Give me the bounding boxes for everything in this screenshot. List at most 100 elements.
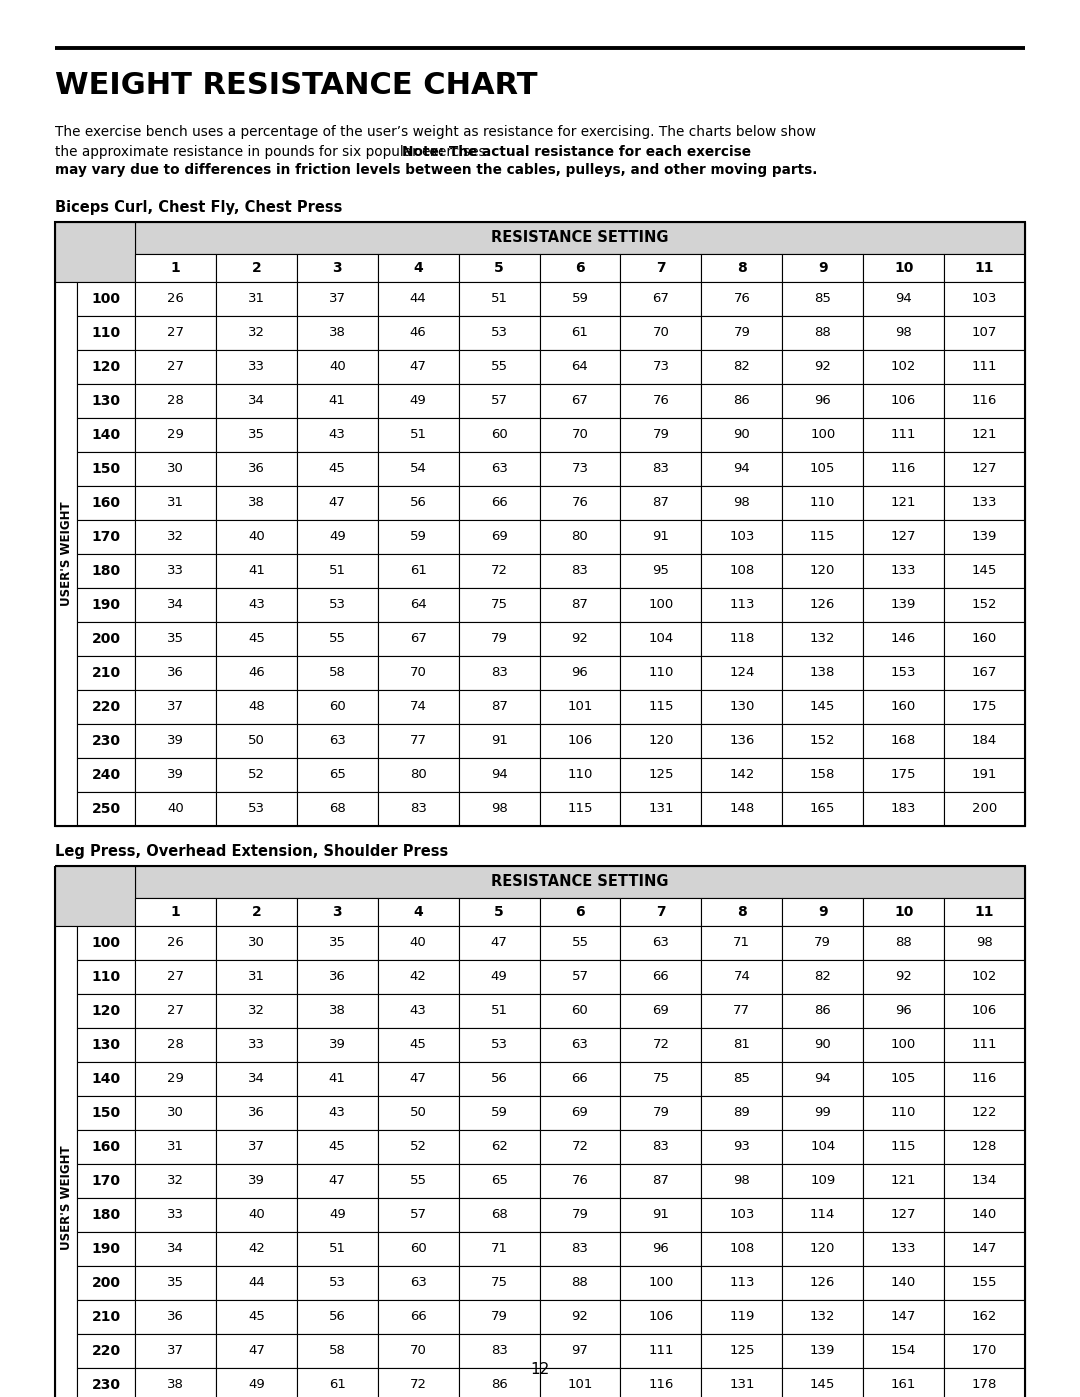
Text: 69: 69	[571, 1106, 589, 1119]
Bar	[540, 926, 620, 960]
Text: 128: 128	[972, 1140, 997, 1154]
Text: 55: 55	[490, 360, 508, 373]
Bar	[216, 1301, 297, 1334]
Bar	[944, 418, 1025, 453]
Text: 120: 120	[92, 360, 121, 374]
Bar	[701, 1301, 782, 1334]
Text: 64: 64	[409, 598, 427, 612]
Text: 35: 35	[167, 633, 184, 645]
Bar	[540, 1130, 620, 1164]
Text: 103: 103	[972, 292, 997, 306]
Bar	[77, 1199, 135, 1232]
Bar	[863, 588, 944, 622]
Bar	[297, 995, 378, 1028]
Text: 170: 170	[92, 529, 121, 543]
Bar	[782, 1028, 863, 1062]
Text: the approximate resistance in pounds for six popular exercises.: the approximate resistance in pounds for…	[55, 145, 495, 159]
Bar	[863, 724, 944, 759]
Text: 3: 3	[333, 905, 342, 919]
Bar	[944, 1097, 1025, 1130]
Text: 39: 39	[328, 1038, 346, 1052]
Text: 33: 33	[167, 564, 184, 577]
Text: 160: 160	[891, 700, 916, 714]
Text: 71: 71	[490, 1242, 508, 1256]
Bar	[540, 1097, 620, 1130]
Bar	[297, 1028, 378, 1062]
Bar	[77, 1301, 135, 1334]
Bar	[55, 222, 1025, 826]
Text: 96: 96	[571, 666, 589, 679]
Bar	[540, 690, 620, 724]
Text: 27: 27	[167, 327, 184, 339]
Bar	[459, 1164, 540, 1199]
Text: 12: 12	[530, 1362, 550, 1377]
Bar	[378, 960, 459, 995]
Text: 92: 92	[571, 1310, 589, 1323]
Text: 116: 116	[891, 462, 916, 475]
Text: 85: 85	[814, 292, 832, 306]
Bar	[135, 995, 216, 1028]
Text: 40: 40	[409, 936, 427, 950]
Bar	[297, 1164, 378, 1199]
Bar	[216, 622, 297, 657]
Bar	[378, 254, 459, 282]
Text: 28: 28	[167, 1038, 184, 1052]
Bar	[944, 995, 1025, 1028]
Bar	[135, 1368, 216, 1397]
Text: 131: 131	[648, 802, 674, 816]
Bar	[297, 690, 378, 724]
Bar	[378, 1130, 459, 1164]
Text: 87: 87	[490, 700, 508, 714]
Bar	[216, 1334, 297, 1368]
Bar	[378, 555, 459, 588]
Text: 120: 120	[810, 564, 836, 577]
Text: 39: 39	[248, 1175, 265, 1187]
Text: 39: 39	[167, 735, 184, 747]
Bar	[620, 792, 701, 826]
Bar	[701, 724, 782, 759]
Bar	[620, 1199, 701, 1232]
Bar	[77, 418, 135, 453]
Bar	[701, 1266, 782, 1301]
Text: 83: 83	[652, 1140, 670, 1154]
Bar	[216, 588, 297, 622]
Text: 34: 34	[248, 394, 265, 408]
Bar	[944, 351, 1025, 384]
Text: 70: 70	[409, 666, 427, 679]
Bar	[620, 316, 701, 351]
Text: 190: 190	[92, 598, 121, 612]
Text: 69: 69	[490, 531, 508, 543]
Text: RESISTANCE SETTING: RESISTANCE SETTING	[491, 875, 669, 890]
Bar	[216, 1266, 297, 1301]
Bar	[216, 995, 297, 1028]
Bar	[620, 690, 701, 724]
Bar	[701, 1062, 782, 1097]
Text: 5: 5	[495, 261, 504, 275]
Text: 91: 91	[490, 735, 508, 747]
Text: 5: 5	[495, 905, 504, 919]
Bar	[459, 759, 540, 792]
Text: 57: 57	[409, 1208, 427, 1221]
Text: 2: 2	[252, 261, 261, 275]
Bar	[782, 690, 863, 724]
Text: 54: 54	[409, 462, 427, 475]
Bar	[135, 960, 216, 995]
Bar	[297, 316, 378, 351]
Bar	[701, 520, 782, 555]
Bar	[620, 1028, 701, 1062]
Bar	[540, 657, 620, 690]
Bar	[378, 588, 459, 622]
Text: 111: 111	[972, 360, 997, 373]
Bar	[297, 486, 378, 520]
Bar	[55, 866, 1025, 1397]
Bar	[863, 384, 944, 418]
Text: 113: 113	[729, 1277, 755, 1289]
Bar	[540, 1028, 620, 1062]
Bar	[216, 351, 297, 384]
Text: 125: 125	[648, 768, 674, 781]
Bar	[540, 588, 620, 622]
Bar	[135, 254, 216, 282]
Bar	[863, 1062, 944, 1097]
Text: 36: 36	[167, 666, 184, 679]
Bar	[944, 622, 1025, 657]
